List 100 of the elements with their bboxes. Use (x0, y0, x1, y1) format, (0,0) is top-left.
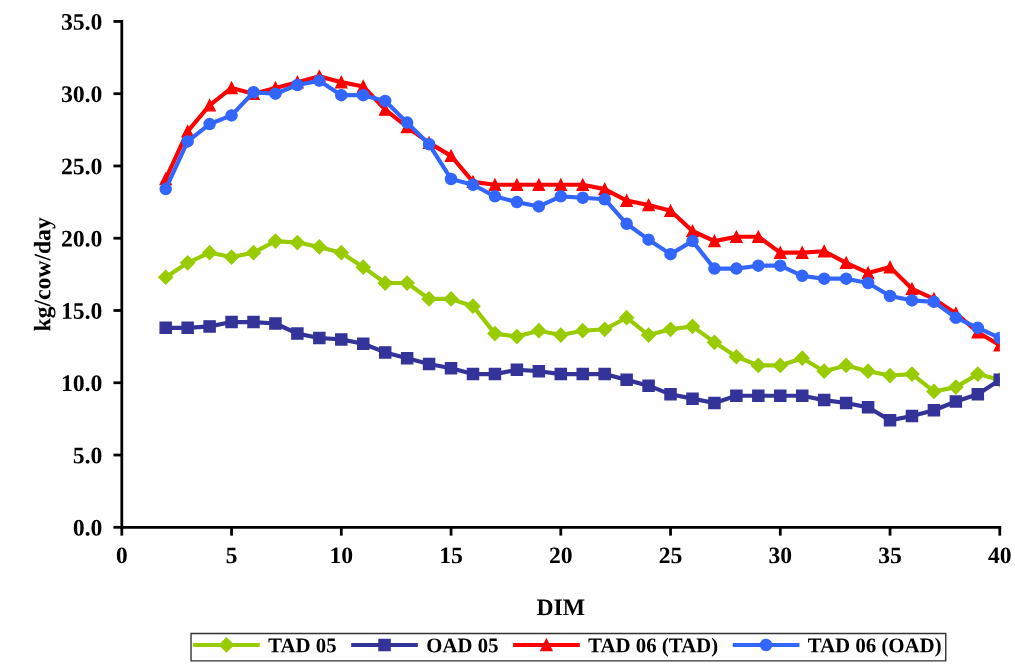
point (355, 259, 371, 275)
x-axis-title: DIM (536, 599, 585, 616)
point (225, 81, 238, 95)
point (795, 246, 809, 259)
point (575, 323, 591, 339)
point (706, 334, 723, 350)
point (664, 204, 677, 218)
point (289, 234, 305, 251)
point (774, 246, 787, 259)
legend-label: TAD 05 (268, 638, 336, 653)
point (335, 88, 348, 102)
point (904, 366, 920, 382)
x-tick-label: 20 (549, 547, 572, 564)
point (225, 315, 238, 329)
point (510, 195, 524, 209)
y-tick-label: 20.0 (62, 230, 102, 247)
point (510, 363, 524, 377)
point (905, 409, 919, 423)
point (400, 351, 414, 365)
y-tick-label: 15.0 (62, 302, 102, 320)
point (662, 321, 679, 337)
point (532, 200, 546, 213)
point (817, 272, 831, 285)
y-tick-label: 10.0 (62, 375, 102, 392)
x-tick-label: 30 (769, 547, 792, 564)
point (752, 259, 765, 272)
point (465, 298, 481, 314)
y-tick-label: 35.0 (61, 13, 102, 30)
x-tick-label: 35 (879, 547, 901, 564)
point (620, 194, 633, 207)
point (356, 337, 370, 350)
point (774, 259, 787, 272)
point (532, 178, 546, 192)
point (203, 99, 216, 112)
point (970, 366, 986, 382)
point (882, 367, 898, 384)
point (399, 275, 415, 291)
point (488, 367, 502, 381)
point (487, 326, 503, 342)
point (730, 230, 743, 244)
point (532, 364, 546, 378)
point (245, 245, 262, 261)
point (422, 357, 436, 371)
point (664, 247, 677, 261)
point (641, 327, 657, 343)
point (333, 245, 349, 261)
point (181, 135, 194, 148)
point (905, 282, 919, 296)
point (202, 245, 218, 261)
point (158, 269, 174, 285)
point (794, 350, 810, 366)
point (839, 256, 853, 270)
point (905, 294, 919, 307)
point (444, 362, 458, 375)
point (377, 275, 393, 291)
point (642, 233, 655, 246)
y-axis-title: kg/cow/day (33, 217, 56, 331)
point (203, 117, 216, 131)
x-tick-label: 15 (441, 547, 462, 564)
point (598, 367, 611, 381)
point (883, 414, 897, 427)
point (686, 392, 699, 405)
point (421, 291, 437, 307)
point (708, 234, 721, 248)
point (708, 262, 721, 275)
point (838, 357, 854, 373)
point (774, 389, 787, 403)
point (553, 327, 569, 343)
point (752, 389, 765, 403)
x-tick-label: 40 (988, 547, 1011, 564)
point (949, 395, 963, 408)
point (378, 346, 392, 359)
point (684, 318, 701, 334)
x-tick-label: 25 (659, 547, 682, 564)
point (730, 389, 743, 403)
x-tick-label: 0 (116, 547, 127, 564)
point (247, 315, 260, 329)
point (861, 276, 875, 290)
point (269, 317, 282, 330)
point (861, 401, 875, 414)
point (686, 234, 699, 248)
x-tick-label: 10 (331, 547, 353, 564)
point (927, 403, 941, 417)
point (750, 357, 766, 373)
point (444, 172, 458, 186)
point (817, 393, 831, 407)
point (728, 349, 744, 365)
point (839, 272, 853, 285)
point (488, 178, 502, 192)
point (356, 88, 370, 102)
point (642, 198, 655, 212)
point (576, 367, 589, 381)
point (620, 373, 633, 387)
point (466, 178, 480, 192)
point (203, 320, 216, 333)
point (817, 244, 831, 258)
point (554, 367, 568, 381)
point (159, 182, 172, 196)
point (313, 74, 326, 87)
point (180, 255, 196, 271)
